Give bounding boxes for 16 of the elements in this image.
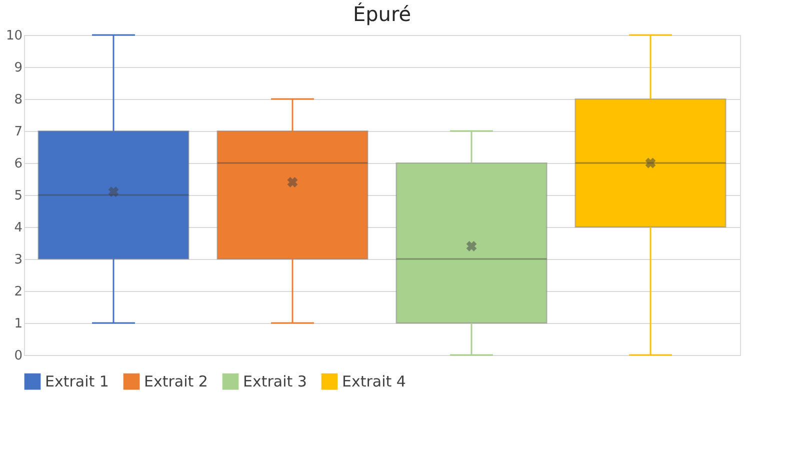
y-tick-label: 7 [14,124,22,140]
legend-label: Extrait 3 [243,372,307,391]
legend-label: Extrait 4 [342,372,406,391]
y-tick-label: 5 [14,188,22,204]
y-tick-label: 4 [14,220,22,236]
y-tick-label: 6 [14,156,22,172]
chart-title: Épuré [352,2,412,26]
y-tick-label: 10 [6,28,22,44]
y-tick-label: 2 [14,284,22,300]
y-tick-label: 3 [14,252,22,268]
y-tick-label: 9 [14,60,22,76]
y-tick-label: 8 [14,92,22,108]
y-tick-label: 1 [14,316,22,332]
legend-label: Extrait 1 [45,372,109,391]
y-tick-label: 0 [14,348,22,364]
legend-label: Extrait 2 [144,372,208,391]
